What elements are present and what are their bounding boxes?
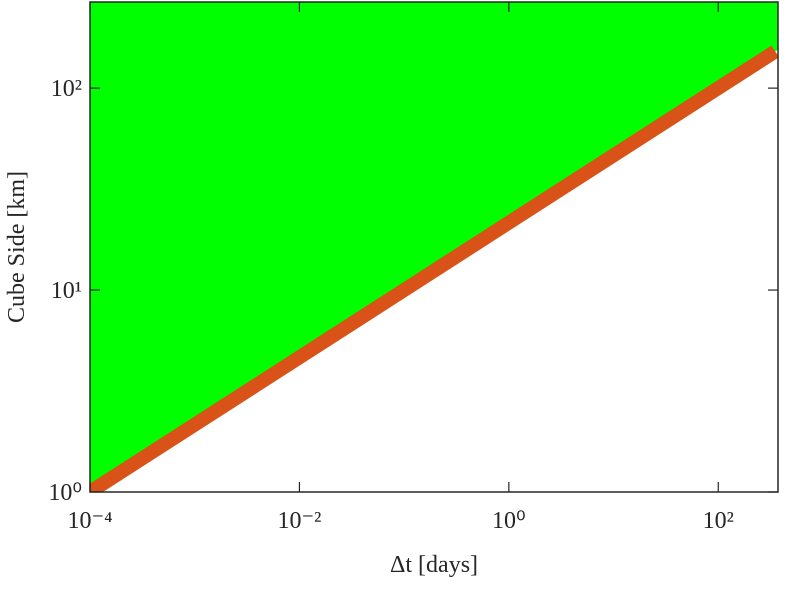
y-tick-label: 10⁰ — [48, 480, 82, 506]
x-tick-label: 10⁻⁴ — [67, 508, 112, 534]
y-tick-label: 10² — [51, 76, 82, 102]
line — [90, 45, 778, 492]
fill-above — [90, 2, 778, 492]
y-tick-label: 10¹ — [51, 278, 82, 304]
x-axis-label: Δt [days] — [390, 552, 478, 578]
x-tick-label: 10⁻² — [277, 508, 321, 534]
plot-area — [90, 2, 778, 492]
y-axis-label: Cube Side [km] — [4, 171, 30, 323]
x-tick-label: 10⁰ — [492, 508, 526, 534]
x-tick-label: 10² — [703, 508, 734, 534]
axes-frame — [89, 1, 779, 493]
